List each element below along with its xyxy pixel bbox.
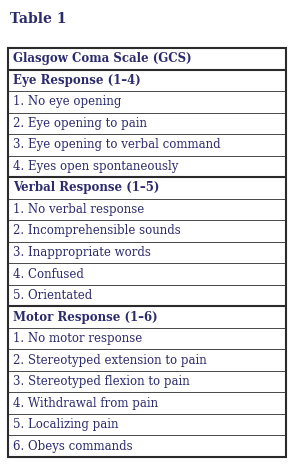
- Text: 4. Withdrawal from pain: 4. Withdrawal from pain: [13, 397, 158, 410]
- Text: 2. Stereotyped extension to pain: 2. Stereotyped extension to pain: [13, 353, 207, 366]
- Text: 2. Eye opening to pain: 2. Eye opening to pain: [13, 117, 147, 130]
- Text: 2. Incomprehensible sounds: 2. Incomprehensible sounds: [13, 225, 181, 238]
- Text: 6. Obeys commands: 6. Obeys commands: [13, 440, 133, 453]
- Text: Eye Response (1–4): Eye Response (1–4): [13, 74, 141, 87]
- Text: 3. Stereotyped flexion to pain: 3. Stereotyped flexion to pain: [13, 375, 190, 388]
- Text: Motor Response (1–6): Motor Response (1–6): [13, 311, 158, 324]
- Text: Table 1: Table 1: [10, 12, 66, 26]
- Text: Glasgow Coma Scale (GCS): Glasgow Coma Scale (GCS): [13, 52, 192, 65]
- Text: 4. Eyes open spontaneously: 4. Eyes open spontaneously: [13, 160, 178, 173]
- Text: 4. Confused: 4. Confused: [13, 267, 84, 280]
- Text: 1. No motor response: 1. No motor response: [13, 332, 142, 345]
- Text: 3. Eye opening to verbal command: 3. Eye opening to verbal command: [13, 139, 220, 152]
- Text: 5. Localizing pain: 5. Localizing pain: [13, 418, 118, 431]
- Text: 1. No eye opening: 1. No eye opening: [13, 95, 121, 108]
- Text: 1. No verbal response: 1. No verbal response: [13, 203, 144, 216]
- Text: 5. Orientated: 5. Orientated: [13, 289, 92, 302]
- Text: Verbal Response (1–5): Verbal Response (1–5): [13, 181, 159, 194]
- Text: 3. Inappropriate words: 3. Inappropriate words: [13, 246, 151, 259]
